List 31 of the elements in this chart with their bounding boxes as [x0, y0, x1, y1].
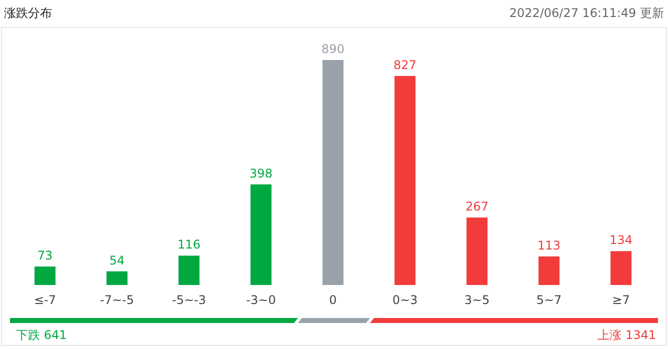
bar [538, 256, 560, 285]
x-tick-label: -5~-3 [172, 293, 206, 307]
text: 下跌 641 [16, 328, 67, 342]
data-label: 113 [538, 238, 560, 252]
data-label: 116 [178, 238, 200, 252]
bar [610, 251, 632, 285]
x-tick-label: 3~5 [464, 293, 490, 307]
data-label: 73 [37, 248, 53, 263]
text: 上涨 1341 [598, 328, 656, 342]
data-label: 398 [250, 166, 272, 180]
bar [322, 60, 344, 285]
x-tick-label: -3~0 [246, 293, 276, 307]
x-tick-label: ≥7 [612, 293, 630, 307]
x-tick-label: 5~7 [536, 293, 562, 307]
bar [34, 266, 56, 285]
x-tick-label: -7~-5 [100, 293, 134, 307]
x-tick-label: 0~3 [392, 293, 418, 307]
bar [394, 76, 416, 285]
x-tick-label: ≤-7 [34, 293, 56, 307]
bar [466, 218, 488, 285]
data-label: 54 [109, 253, 125, 268]
chart-title: 涨跌分布 [4, 6, 52, 20]
chart-subtitle: 2022/06/27 16:11:49 更新 [509, 6, 664, 20]
bar [250, 184, 272, 285]
data-label: 134 [610, 233, 632, 248]
data-label: 267 [466, 200, 488, 214]
x-tick-label: 0 [329, 293, 337, 307]
bar [178, 256, 200, 285]
bar [106, 271, 128, 285]
data-label: 890 [322, 42, 344, 56]
data-label: 827 [394, 58, 416, 72]
